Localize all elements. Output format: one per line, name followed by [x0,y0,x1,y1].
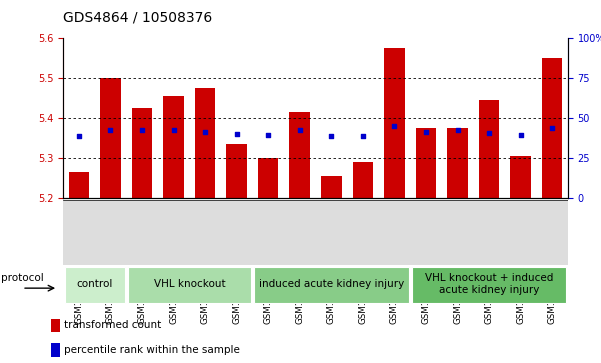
Point [516,132,525,138]
Point [263,132,273,138]
Text: VHL knockout: VHL knockout [153,279,225,289]
Bar [65,267,124,303]
Point [326,133,336,139]
Text: GDS4864 / 10508376: GDS4864 / 10508376 [63,11,212,25]
Bar [353,162,373,198]
Point [232,131,242,137]
Text: induced acute kidney injury: induced acute kidney injury [258,279,404,289]
Bar [290,112,310,198]
Text: percentile rank within the sample: percentile rank within the sample [64,345,240,355]
Point [358,133,368,139]
Bar [416,128,436,198]
Point [200,129,210,135]
Bar [254,267,409,303]
Bar [447,128,468,198]
Bar [384,48,404,198]
Point [548,125,557,131]
Bar [50,343,60,356]
Bar [132,108,152,198]
Bar [542,58,563,198]
Bar [227,144,247,198]
Point [295,127,305,133]
Bar [69,172,89,198]
Text: transformed count: transformed count [64,321,161,330]
Bar [479,100,499,198]
Point [421,129,431,135]
Point [453,127,462,133]
Point [169,127,178,133]
Point [106,127,115,133]
Text: control: control [76,279,113,289]
Bar [258,158,278,198]
Bar [195,88,215,198]
Text: protocol: protocol [1,273,44,283]
Bar [100,78,121,198]
Point [137,127,147,133]
Bar [412,267,566,303]
Bar [321,176,341,198]
Point [484,130,494,136]
Bar [510,156,531,198]
Point [74,133,84,139]
Point [389,123,399,129]
Bar [163,96,184,198]
Bar [128,267,251,303]
Bar [50,319,60,332]
Text: VHL knockout + induced
acute kidney injury: VHL knockout + induced acute kidney inju… [425,273,554,295]
